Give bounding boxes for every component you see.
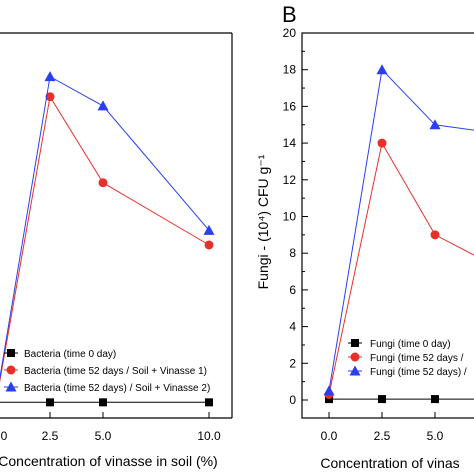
legend-label: Fungi (time 52 days / — [370, 353, 464, 364]
data-point-a — [205, 398, 213, 407]
legend-marker — [6, 365, 16, 375]
data-point-b — [378, 395, 386, 404]
x-axis-label-a: Concentration of vinasse in soil (%) — [0, 453, 218, 469]
y-tick-label-b: 14 — [283, 136, 297, 150]
data-point-b — [429, 119, 441, 130]
data-point-b — [377, 138, 387, 148]
data-point-a — [98, 178, 108, 188]
series-line-b — [328, 68, 474, 391]
legend-label: Bacteria (time 0 day) — [24, 349, 116, 360]
y-tick-label-b: 6 — [289, 283, 296, 297]
x-tick-label-a: 0 — [1, 429, 8, 443]
legend-marker — [351, 339, 359, 347]
x-tick-label-b: 0.0 — [321, 429, 338, 443]
y-tick-label-b: 8 — [289, 246, 296, 260]
legend-label: Bacteria (time 52 days / Soil + Vinasse … — [24, 366, 207, 377]
legend-marker — [5, 381, 17, 392]
data-point-b — [323, 385, 335, 396]
data-point-b — [431, 395, 439, 404]
data-point-a — [46, 398, 54, 407]
x-axis-label-b: Concentration of vinas — [320, 455, 459, 471]
legend-label: Fungi (time 0 day) — [370, 339, 451, 350]
x-tick-label-b: 5.0 — [427, 429, 444, 443]
plot-frame-b — [301, 32, 474, 419]
legend-b: Fungi (time 0 day) Fungi (time 52 days / F… — [348, 339, 467, 378]
legend-marker — [7, 349, 15, 357]
y-tick-label-b: 0 — [289, 393, 296, 407]
data-point-a — [203, 224, 215, 235]
legend-label: Fungi (time 52 days) / — [370, 367, 467, 378]
panel-label-b: B — [282, 2, 297, 27]
legend-a: Bacteria (time 0 day) Bacteria (time 52 d… — [4, 349, 210, 394]
legend-label: Bacteria (time 52 days) / Soil + Vinasse… — [24, 383, 210, 394]
y-tick-label-b: 4 — [289, 320, 296, 334]
y-tick-label-b: 16 — [283, 99, 297, 113]
x-tick-label-b: 2.5 — [374, 429, 391, 443]
x-tick-label-a: 2.5 — [42, 429, 59, 443]
y-tick-label-b: 18 — [283, 63, 297, 77]
chart-panel-b: B 0 2 4 6 8 10 12 14 16 18 20 0.0 2.5 5.0 Fungi (time 0… — [255, 2, 474, 471]
y-tick-label-b: 12 — [283, 173, 297, 187]
x-tick-label-a: 10.0 — [197, 429, 221, 443]
series-line-a — [0, 95, 210, 383]
data-point-a — [204, 240, 214, 250]
y-axis-label-b: Fungi - (10⁴) CFU g⁻¹ — [255, 154, 271, 289]
series-group-b — [323, 64, 474, 404]
legend-marker — [350, 352, 360, 362]
y-tick-label-b: 2 — [289, 356, 296, 370]
y-tick-label-b: 20 — [283, 26, 297, 40]
data-point-a — [99, 398, 107, 407]
data-point-b — [430, 230, 440, 240]
data-point-a — [45, 92, 55, 102]
data-point-a — [97, 100, 109, 111]
series-line-a — [0, 75, 210, 381]
data-point-a — [44, 71, 56, 82]
x-tick-label-a: 5.0 — [95, 429, 112, 443]
legend-marker — [349, 365, 361, 376]
data-point-b — [376, 64, 388, 75]
y-tick-label-b: 10 — [283, 210, 297, 224]
data-point-b — [325, 395, 333, 404]
series-line-b — [328, 141, 474, 395]
